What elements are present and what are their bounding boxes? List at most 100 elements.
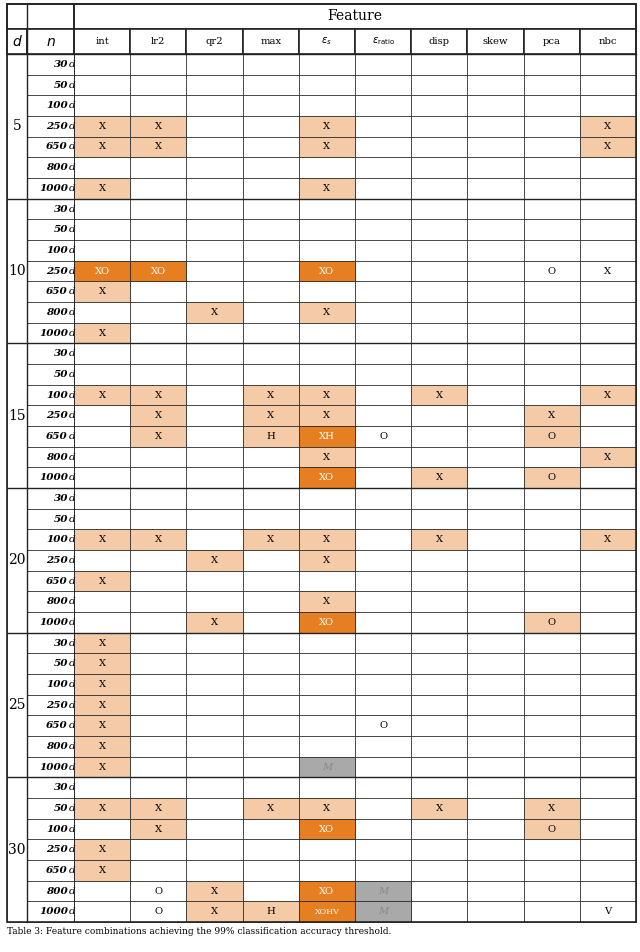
Bar [130, 633, 186, 653]
Text: 800: 800 [46, 742, 68, 751]
Bar [299, 488, 355, 508]
Bar [186, 612, 243, 633]
Bar [580, 902, 636, 922]
Bar [580, 302, 636, 323]
Bar [580, 261, 636, 282]
Bar [355, 364, 412, 385]
Text: 250: 250 [46, 556, 68, 565]
Bar [299, 840, 355, 860]
Bar [186, 137, 243, 157]
Bar [74, 695, 130, 715]
Bar [355, 178, 412, 199]
Bar [524, 157, 580, 178]
Bar [467, 137, 524, 157]
Bar [7, 633, 27, 778]
Bar [524, 529, 580, 550]
Bar [243, 385, 299, 406]
Bar [299, 385, 355, 406]
Text: 50: 50 [54, 659, 68, 668]
Bar [412, 323, 467, 344]
Text: M: M [378, 886, 388, 896]
Bar [74, 674, 130, 695]
Bar [74, 467, 130, 488]
Text: d: d [68, 556, 75, 565]
Bar [27, 344, 74, 364]
Text: int: int [95, 37, 109, 46]
Bar [130, 860, 186, 881]
Bar [355, 778, 412, 798]
Bar [27, 199, 74, 219]
Bar [580, 653, 636, 674]
Bar [299, 157, 355, 178]
Bar [580, 757, 636, 778]
Bar [299, 385, 355, 406]
Bar [355, 840, 412, 860]
Bar [243, 219, 299, 240]
Text: d: d [68, 803, 75, 813]
Bar [580, 860, 636, 881]
Bar [580, 591, 636, 612]
Bar [524, 74, 580, 95]
Text: X: X [604, 452, 611, 462]
Bar [243, 529, 299, 550]
Text: X: X [99, 143, 106, 151]
Bar [74, 591, 130, 612]
Bar [74, 508, 130, 529]
Bar [7, 344, 27, 488]
Bar [467, 529, 524, 550]
Bar [130, 508, 186, 529]
Bar [130, 736, 186, 757]
Bar [299, 736, 355, 757]
Bar [186, 778, 243, 798]
Bar [524, 591, 580, 612]
Bar [130, 261, 186, 282]
Bar [27, 282, 74, 302]
Bar [580, 406, 636, 426]
Bar [524, 902, 580, 922]
Bar [243, 550, 299, 570]
Bar [74, 819, 130, 840]
Bar [130, 819, 186, 840]
Bar [299, 95, 355, 116]
Bar [74, 488, 130, 508]
Bar [412, 137, 467, 157]
Bar [243, 508, 299, 529]
Bar [412, 385, 467, 406]
Bar [467, 840, 524, 860]
Bar [355, 137, 412, 157]
Bar [186, 819, 243, 840]
Bar [412, 778, 467, 798]
Bar [467, 508, 524, 529]
Bar [74, 715, 130, 736]
Bar [243, 715, 299, 736]
Bar [74, 219, 130, 240]
Bar [243, 570, 299, 591]
Bar [299, 240, 355, 261]
Bar [130, 570, 186, 591]
Text: d: d [68, 205, 75, 213]
Bar [130, 902, 186, 922]
Text: d: d [68, 722, 75, 730]
Text: d: d [68, 494, 75, 503]
Bar [524, 467, 580, 488]
Bar [467, 550, 524, 570]
Bar [299, 715, 355, 736]
Bar [27, 385, 74, 406]
Bar [524, 95, 580, 116]
Bar [580, 199, 636, 219]
Bar [186, 612, 243, 633]
Bar [412, 302, 467, 323]
Text: 650: 650 [46, 143, 68, 151]
Bar [412, 344, 467, 364]
Bar [299, 860, 355, 881]
Bar [467, 467, 524, 488]
Bar [524, 653, 580, 674]
Text: d: d [68, 701, 75, 709]
Bar [243, 261, 299, 282]
Bar [27, 778, 74, 798]
Text: XO: XO [151, 267, 166, 275]
Bar [74, 426, 130, 446]
Bar [412, 715, 467, 736]
Text: d: d [68, 824, 75, 834]
Bar [186, 157, 243, 178]
